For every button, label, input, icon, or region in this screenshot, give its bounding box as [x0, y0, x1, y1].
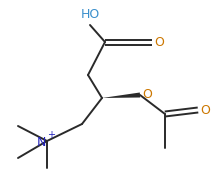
Polygon shape — [102, 92, 140, 98]
Text: O: O — [142, 88, 152, 101]
Text: HO: HO — [80, 8, 100, 20]
Text: O: O — [154, 36, 164, 49]
Text: +: + — [47, 130, 55, 140]
Text: N: N — [37, 136, 46, 149]
Text: O: O — [200, 104, 210, 116]
